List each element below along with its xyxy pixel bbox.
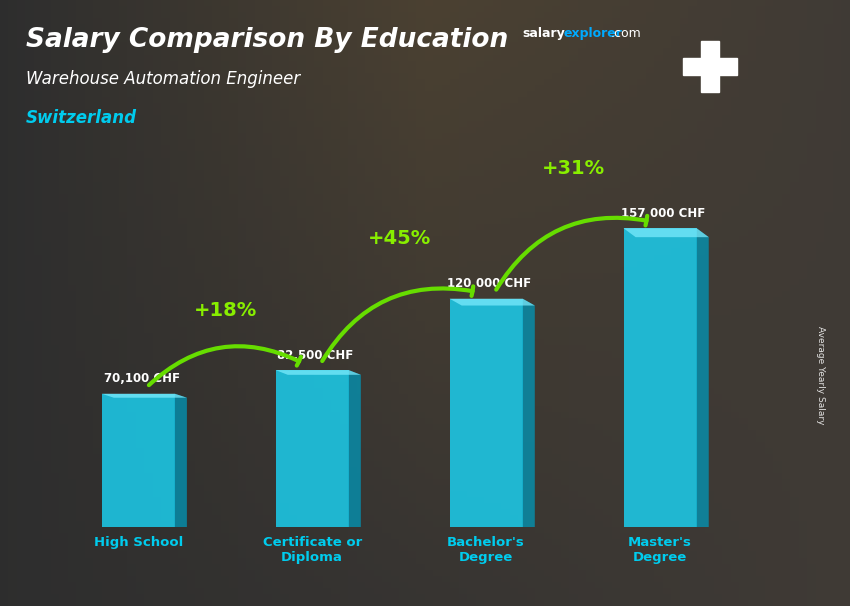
Text: 120,000 CHF: 120,000 CHF <box>447 278 531 290</box>
Text: Switzerland: Switzerland <box>26 109 137 127</box>
Text: 82,500 CHF: 82,500 CHF <box>277 349 354 362</box>
Text: 70,100 CHF: 70,100 CHF <box>104 372 179 385</box>
Text: +45%: +45% <box>367 229 431 248</box>
Text: +18%: +18% <box>194 301 257 319</box>
Text: Average Yearly Salary: Average Yearly Salary <box>816 327 824 425</box>
Text: .com: .com <box>610 27 641 40</box>
Text: Warehouse Automation Engineer: Warehouse Automation Engineer <box>26 70 300 88</box>
Polygon shape <box>275 370 361 375</box>
Text: +31%: +31% <box>541 159 604 178</box>
Bar <box>683 58 736 75</box>
Polygon shape <box>624 228 696 527</box>
Text: Salary Comparison By Education: Salary Comparison By Education <box>26 27 507 53</box>
Polygon shape <box>348 370 361 527</box>
Text: explorer: explorer <box>564 27 622 40</box>
Text: salary: salary <box>523 27 565 40</box>
Polygon shape <box>175 394 187 527</box>
Polygon shape <box>450 299 535 305</box>
Polygon shape <box>275 370 348 527</box>
Polygon shape <box>696 228 709 527</box>
Polygon shape <box>523 299 535 527</box>
Polygon shape <box>624 228 709 237</box>
Polygon shape <box>102 394 187 398</box>
Bar <box>700 41 719 92</box>
Polygon shape <box>450 299 523 527</box>
Polygon shape <box>102 394 175 527</box>
Text: 157,000 CHF: 157,000 CHF <box>621 207 706 220</box>
